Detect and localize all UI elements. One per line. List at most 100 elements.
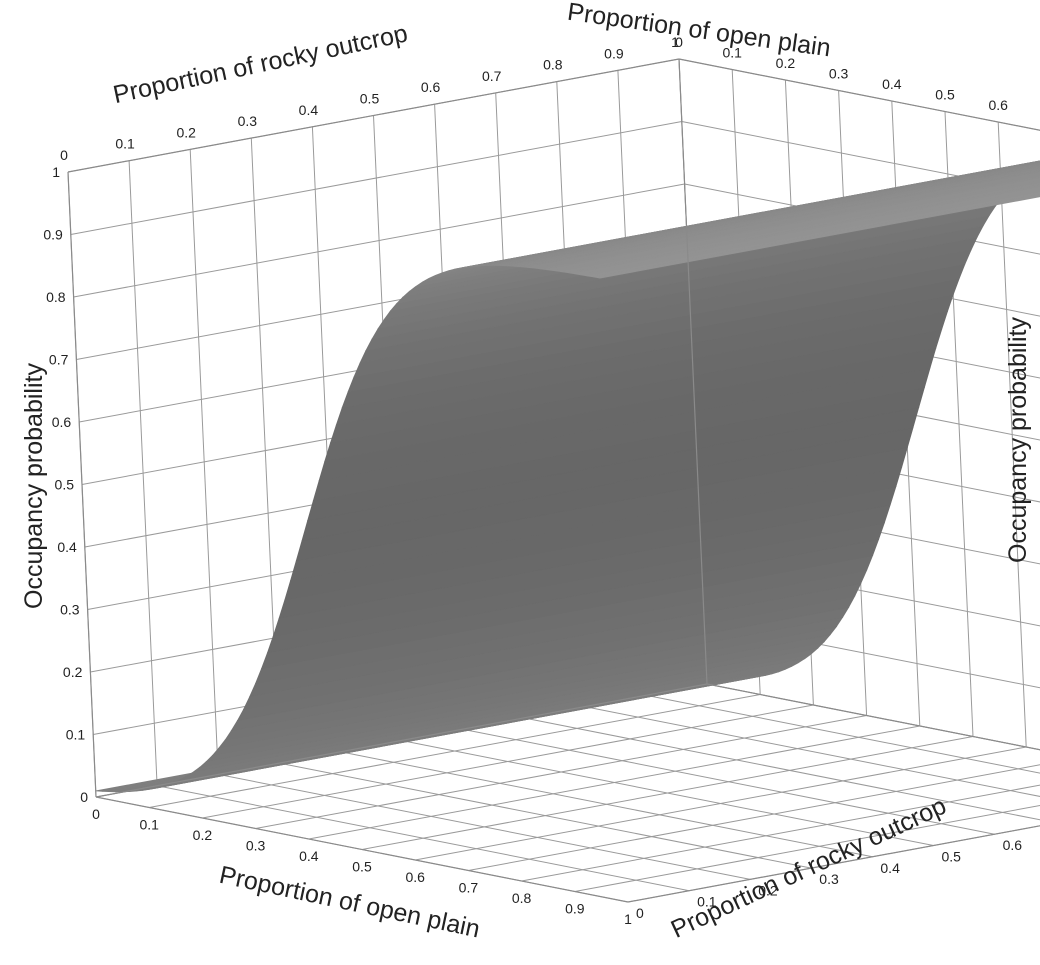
z-tick-label-left: 0 — [80, 789, 88, 805]
y-tick-label-front: 0 — [636, 905, 644, 921]
tick-labels: 0000000.10.10.10.10.10.10.20.20.20.20.20… — [43, 34, 1023, 927]
floor-y-gridline — [645, 694, 1040, 774]
surface-strip — [500, 165, 1040, 267]
surface-strip — [493, 164, 1040, 266]
y-tick-label-top: 0.1 — [115, 136, 135, 152]
surface-strip — [593, 193, 1040, 279]
z-tick-label-left: 0.1 — [66, 727, 86, 743]
z-tick-label-left: 0.8 — [46, 289, 66, 305]
x-axis-title-front: Proportion of open plain — [217, 861, 482, 944]
x-tick-label-front: 0.8 — [512, 890, 532, 906]
surface-layer — [95, 160, 1040, 793]
left-wall-z-gridline — [73, 183, 685, 298]
box-edge — [67, 58, 680, 173]
surface-strip — [580, 189, 1040, 277]
surface-strip — [474, 161, 1040, 267]
z-tick-label-left: 0.2 — [63, 664, 83, 680]
x-tick-label-front: 0.7 — [459, 880, 479, 896]
y-tick-label-front: 0.4 — [880, 860, 900, 876]
surface-strip — [520, 170, 1040, 268]
x-tick-label-top: 0 — [675, 34, 683, 50]
floor-x-gridline — [574, 804, 1040, 892]
surface-strip — [586, 191, 1040, 278]
box-edge — [678, 58, 708, 685]
x-tick-label-front: 0.4 — [299, 848, 319, 864]
box-edge — [95, 683, 708, 798]
floor-x-gridline — [521, 784, 1040, 882]
y-tick-label-top: 0.6 — [421, 79, 441, 95]
back-wall-z-gridline — [706, 683, 1040, 751]
y-tick-label-front: 0.6 — [1003, 837, 1023, 853]
x-tick-label-top: 0.6 — [988, 97, 1008, 113]
z-axis-title-left: Occupancy probability — [20, 363, 48, 609]
y-tick-label-top: 0.9 — [604, 45, 624, 61]
surface-strip — [546, 178, 1040, 272]
surface-strip — [553, 180, 1040, 272]
frame-layer — [67, 58, 1040, 903]
x-tick-label-top: 0.1 — [722, 45, 742, 61]
y-tick-label-front: 0.5 — [942, 849, 962, 865]
z-axis-title-right: Occupancy probability — [1004, 317, 1032, 563]
floor-y-gridline — [523, 717, 1040, 821]
x-tick-label-top: 0.3 — [829, 66, 849, 82]
x-tick-label-top: 0.4 — [882, 76, 902, 92]
surface-strip — [513, 168, 1040, 268]
left-wall-z-gridline — [70, 121, 682, 235]
surface-strip — [560, 182, 1040, 273]
surface-strip — [566, 184, 1040, 275]
y-tick-label-front: 0.1 — [697, 894, 717, 910]
x-tick-label-front: 0.3 — [246, 838, 266, 854]
z-tick-label-left: 1 — [52, 164, 60, 180]
surface-strip — [467, 160, 1040, 268]
y-tick-label-front: 0.3 — [819, 871, 839, 887]
z-tick-label-left: 0.4 — [57, 539, 77, 555]
x-tick-label-front: 1 — [624, 911, 632, 927]
surface-strip — [480, 161, 1040, 267]
x-tick-label-front: 0.6 — [405, 869, 425, 885]
z-tick-label-left: 0.3 — [60, 602, 80, 618]
y-tick-label-top: 0.4 — [299, 102, 319, 118]
box-edge — [67, 171, 97, 798]
floor-y-gridline — [584, 706, 1040, 797]
x-tick-label-front: 0.5 — [352, 859, 372, 875]
y-tick-label-top: 0 — [60, 147, 68, 163]
x-tick-label-front: 0.9 — [565, 901, 585, 917]
z-tick-label-left: 0.9 — [43, 227, 63, 243]
x-tick-label-front: 0 — [92, 806, 100, 822]
surface-strip — [573, 186, 1040, 276]
y-tick-label-top: 0.2 — [176, 124, 196, 140]
box-edge — [706, 683, 1040, 751]
y-tick-label-front: 0.2 — [758, 882, 778, 898]
y-tick-label-top: 0.5 — [360, 91, 380, 107]
box-edge — [95, 796, 629, 903]
surface-strip — [507, 166, 1040, 267]
x-tick-label-front: 0.1 — [139, 817, 159, 833]
x-tick-label-front: 0.2 — [193, 827, 213, 843]
y-tick-label-top: 0.3 — [238, 113, 258, 129]
y-tick-label-top: 0.7 — [482, 68, 502, 84]
surface-strip — [533, 173, 1040, 270]
floor-y-gridline — [462, 728, 995, 835]
y-tick-label-top: 1 — [671, 34, 679, 50]
x-tick-label-top: 0.2 — [776, 55, 796, 71]
floor-y-gridline — [706, 683, 1040, 751]
surface-strip — [527, 172, 1040, 269]
z-tick-label-left: 0.5 — [55, 477, 75, 493]
back-wall-z-gridline — [681, 121, 1040, 193]
box-edge — [678, 58, 1040, 131]
box-edge — [627, 825, 1040, 903]
surface-strip — [487, 162, 1040, 266]
surface-strip — [540, 175, 1040, 271]
y-tick-label-top: 0.8 — [543, 57, 563, 73]
y-axis-title-front: Proportion of rocky outcrop — [667, 792, 951, 944]
floor-y-gridline — [401, 740, 934, 846]
floor-x-gridline — [468, 764, 1040, 871]
back-wall-z-gridline — [678, 58, 1040, 131]
z-tick-label-left: 0.6 — [52, 414, 72, 430]
x-tick-label-top: 0.5 — [935, 87, 955, 103]
z-tick-label-left: 0.7 — [49, 352, 69, 368]
back-wall-x-gridline — [997, 121, 1027, 748]
floor-x-gridline — [415, 746, 1027, 861]
